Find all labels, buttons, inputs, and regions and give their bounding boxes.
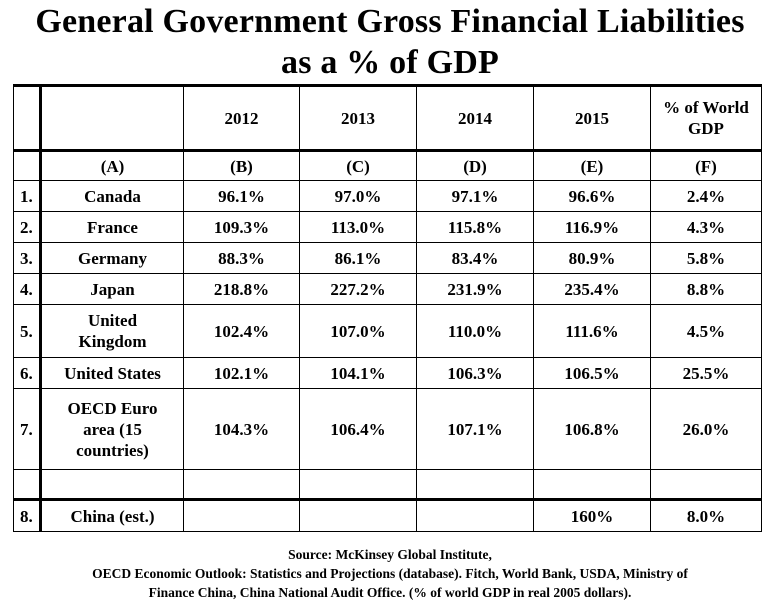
value-2012: 102.4% bbox=[183, 304, 300, 358]
table-row: 4. Japan 218.8% 227.2% 231.9% 235.4% 8.8… bbox=[13, 273, 762, 305]
column-letters-row: (A) (B) (C) (D) (E) (F) bbox=[13, 149, 762, 181]
value-world-gdp: 5.8% bbox=[650, 242, 762, 274]
value-world-gdp: 8.0% bbox=[650, 499, 762, 532]
source-note: Source: McKinsey Global Institute, OECD … bbox=[0, 545, 780, 602]
row-number: 1. bbox=[13, 180, 41, 212]
value-2015: 111.6% bbox=[533, 304, 651, 358]
source-line-3: Finance China, China National Audit Offi… bbox=[148, 585, 632, 600]
letter-e: (E) bbox=[533, 149, 651, 181]
row-number: 5. bbox=[13, 304, 41, 358]
country-name: Germany bbox=[39, 242, 184, 274]
table-row: 7. OECD Euro area (15 countries) 104.3% … bbox=[13, 388, 762, 470]
value-2013: 106.4% bbox=[299, 388, 417, 470]
value-2013 bbox=[299, 499, 417, 532]
blank-cell bbox=[39, 469, 184, 501]
letter-c: (C) bbox=[299, 149, 417, 181]
value-world-gdp: 4.3% bbox=[650, 211, 762, 243]
value-world-gdp: 2.4% bbox=[650, 180, 762, 212]
value-2015: 106.5% bbox=[533, 357, 651, 389]
table-row: 6. United States 102.1% 104.1% 106.3% 10… bbox=[13, 357, 762, 389]
blank-cell bbox=[416, 469, 534, 501]
table-row: 2. France 109.3% 113.0% 115.8% 116.9% 4.… bbox=[13, 211, 762, 243]
value-2014: 110.0% bbox=[416, 304, 534, 358]
value-world-gdp: 4.5% bbox=[650, 304, 762, 358]
value-2015: 106.8% bbox=[533, 388, 651, 470]
country-name-text: United Kingdom bbox=[78, 311, 147, 351]
value-2015: 80.9% bbox=[533, 242, 651, 274]
value-2012 bbox=[183, 499, 300, 532]
value-world-gdp: 26.0% bbox=[650, 388, 762, 470]
country-name: China (est.) bbox=[39, 499, 184, 532]
header-row: 2012 2013 2014 2015 % of World GDP bbox=[13, 84, 762, 151]
value-world-gdp: 8.8% bbox=[650, 273, 762, 305]
blank-cell bbox=[650, 469, 762, 501]
value-2013: 113.0% bbox=[299, 211, 417, 243]
header-world-gdp: % of World GDP bbox=[650, 84, 762, 151]
header-2012: 2012 bbox=[183, 84, 300, 151]
blank-cell bbox=[299, 469, 417, 501]
value-2014: 106.3% bbox=[416, 357, 534, 389]
table-row: 5. United Kingdom 102.4% 107.0% 110.0% 1… bbox=[13, 304, 762, 358]
value-2012: 218.8% bbox=[183, 273, 300, 305]
value-2015: 96.6% bbox=[533, 180, 651, 212]
blank-cell bbox=[13, 469, 41, 501]
value-2015: 235.4% bbox=[533, 273, 651, 305]
row-number: 4. bbox=[13, 273, 41, 305]
value-2014: 97.1% bbox=[416, 180, 534, 212]
row-number: 3. bbox=[13, 242, 41, 274]
title-line-2: as a % of GDP bbox=[281, 44, 499, 81]
value-2013: 97.0% bbox=[299, 180, 417, 212]
letter-b: (B) bbox=[183, 149, 300, 181]
country-name: Canada bbox=[39, 180, 184, 212]
header-cell-num bbox=[13, 84, 41, 151]
header-2014: 2014 bbox=[416, 84, 534, 151]
source-line-2: OECD Economic Outlook: Statistics and Pr… bbox=[92, 566, 688, 581]
liabilities-table: 2012 2013 2014 2015 % of World GDP (A) (… bbox=[13, 84, 762, 532]
value-world-gdp: 25.5% bbox=[650, 357, 762, 389]
letter-cell-num bbox=[13, 149, 41, 181]
header-2013: 2013 bbox=[299, 84, 417, 151]
letter-a: (A) bbox=[39, 149, 184, 181]
row-number: 6. bbox=[13, 357, 41, 389]
letter-f: (F) bbox=[650, 149, 762, 181]
country-name: United Kingdom bbox=[39, 304, 184, 358]
value-2014: 83.4% bbox=[416, 242, 534, 274]
value-2012: 104.3% bbox=[183, 388, 300, 470]
value-2014: 107.1% bbox=[416, 388, 534, 470]
value-2012: 88.3% bbox=[183, 242, 300, 274]
value-2012: 96.1% bbox=[183, 180, 300, 212]
table-row: 3. Germany 88.3% 86.1% 83.4% 80.9% 5.8% bbox=[13, 242, 762, 274]
title-line-1: General Government Gross Financial Liabi… bbox=[35, 3, 745, 40]
value-2012: 109.3% bbox=[183, 211, 300, 243]
country-name-text: OECD Euro area (15 countries) bbox=[67, 398, 158, 460]
letter-d: (D) bbox=[416, 149, 534, 181]
value-2013: 107.0% bbox=[299, 304, 417, 358]
table-row: 1. Canada 96.1% 97.0% 97.1% 96.6% 2.4% bbox=[13, 180, 762, 212]
value-2015: 116.9% bbox=[533, 211, 651, 243]
header-2015: 2015 bbox=[533, 84, 651, 151]
country-name: Japan bbox=[39, 273, 184, 305]
row-number: 8. bbox=[13, 499, 41, 532]
value-2014: 115.8% bbox=[416, 211, 534, 243]
row-number: 7. bbox=[13, 388, 41, 470]
value-2013: 86.1% bbox=[299, 242, 417, 274]
country-name: United States bbox=[39, 357, 184, 389]
source-line-1: Source: McKinsey Global Institute, bbox=[288, 547, 492, 562]
country-name: France bbox=[39, 211, 184, 243]
header-cell-name bbox=[39, 84, 184, 151]
country-name: OECD Euro area (15 countries) bbox=[39, 388, 184, 470]
blank-row bbox=[13, 469, 762, 501]
value-2014 bbox=[416, 499, 534, 532]
blank-cell bbox=[533, 469, 651, 501]
table-row-china: 8. China (est.) 160% 8.0% bbox=[13, 499, 762, 532]
value-2013: 104.1% bbox=[299, 357, 417, 389]
value-2014: 231.9% bbox=[416, 273, 534, 305]
value-2012: 102.1% bbox=[183, 357, 300, 389]
value-2015: 160% bbox=[533, 499, 651, 532]
value-2013: 227.2% bbox=[299, 273, 417, 305]
row-number: 2. bbox=[13, 211, 41, 243]
blank-cell bbox=[183, 469, 300, 501]
